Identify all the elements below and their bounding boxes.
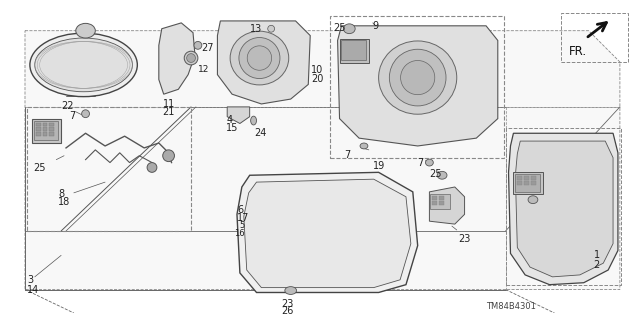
- Text: 9: 9: [372, 21, 379, 31]
- Bar: [49, 127, 54, 131]
- Ellipse shape: [285, 287, 296, 294]
- Text: 25: 25: [429, 169, 442, 179]
- Text: 23: 23: [281, 299, 293, 309]
- Text: FR.: FR.: [569, 45, 588, 58]
- Polygon shape: [244, 179, 411, 288]
- Ellipse shape: [401, 61, 435, 95]
- Text: 24: 24: [255, 128, 267, 138]
- Text: 27: 27: [201, 43, 213, 53]
- Text: 25: 25: [333, 23, 346, 33]
- Text: 8: 8: [58, 189, 65, 199]
- Bar: [49, 122, 54, 126]
- Text: 11: 11: [163, 99, 175, 109]
- Ellipse shape: [76, 23, 95, 38]
- Ellipse shape: [437, 171, 447, 179]
- Bar: [515, 174, 540, 192]
- Text: 18: 18: [58, 197, 70, 207]
- Ellipse shape: [389, 49, 446, 106]
- Bar: [433, 201, 437, 204]
- Ellipse shape: [344, 24, 355, 33]
- Ellipse shape: [379, 41, 457, 114]
- Ellipse shape: [268, 25, 275, 32]
- Bar: [531, 176, 536, 180]
- Text: 15: 15: [226, 123, 239, 133]
- Polygon shape: [237, 172, 418, 293]
- Bar: [43, 132, 47, 136]
- Text: 3: 3: [27, 275, 33, 285]
- Ellipse shape: [360, 143, 368, 149]
- Ellipse shape: [184, 51, 198, 65]
- Bar: [36, 132, 40, 136]
- Bar: [524, 181, 529, 185]
- Ellipse shape: [194, 41, 202, 49]
- Text: 25: 25: [33, 163, 45, 173]
- Text: 21: 21: [163, 107, 175, 117]
- Ellipse shape: [163, 150, 175, 162]
- Text: 23: 23: [459, 234, 471, 244]
- Text: TM84B4301: TM84B4301: [486, 302, 536, 311]
- Bar: [43, 127, 47, 131]
- Bar: [342, 41, 366, 60]
- Ellipse shape: [187, 54, 195, 63]
- Polygon shape: [337, 26, 498, 146]
- Ellipse shape: [247, 46, 271, 70]
- Text: 12: 12: [198, 65, 209, 74]
- Bar: [27, 107, 191, 231]
- Bar: [531, 181, 536, 185]
- Text: 10: 10: [311, 65, 323, 75]
- Bar: [49, 132, 54, 136]
- Text: 7: 7: [69, 111, 76, 121]
- Text: 26: 26: [281, 306, 293, 316]
- Bar: [34, 121, 58, 140]
- Text: 22: 22: [61, 101, 74, 111]
- Bar: [330, 16, 504, 158]
- Bar: [36, 127, 40, 131]
- Bar: [517, 181, 522, 185]
- Polygon shape: [515, 141, 613, 277]
- Bar: [561, 13, 628, 62]
- Bar: [506, 128, 621, 285]
- Ellipse shape: [426, 159, 433, 166]
- Ellipse shape: [239, 38, 280, 78]
- Polygon shape: [159, 23, 195, 94]
- Polygon shape: [429, 187, 465, 224]
- Bar: [36, 122, 40, 126]
- Text: 7: 7: [344, 150, 351, 160]
- Text: 13: 13: [250, 24, 262, 34]
- Polygon shape: [509, 133, 618, 285]
- Bar: [439, 196, 444, 200]
- Polygon shape: [218, 21, 310, 104]
- Text: 20: 20: [311, 74, 324, 84]
- Polygon shape: [25, 31, 620, 290]
- Text: 16: 16: [234, 229, 244, 238]
- Ellipse shape: [528, 196, 538, 204]
- Ellipse shape: [251, 116, 257, 125]
- Text: 1: 1: [593, 250, 600, 261]
- Text: 2: 2: [593, 260, 600, 270]
- Ellipse shape: [230, 31, 289, 85]
- Text: 6: 6: [237, 204, 243, 215]
- Bar: [524, 176, 529, 180]
- Text: 17: 17: [237, 213, 250, 223]
- Text: 5: 5: [239, 221, 244, 230]
- Text: 4: 4: [226, 115, 232, 125]
- Bar: [439, 201, 444, 204]
- Ellipse shape: [30, 33, 138, 97]
- Text: 14: 14: [27, 285, 39, 295]
- Bar: [32, 119, 61, 143]
- Bar: [430, 194, 450, 210]
- Bar: [433, 196, 437, 200]
- Text: 7: 7: [418, 158, 424, 168]
- Ellipse shape: [147, 163, 157, 172]
- Bar: [340, 39, 369, 63]
- Polygon shape: [227, 107, 250, 123]
- Bar: [43, 122, 47, 126]
- Bar: [517, 176, 522, 180]
- Bar: [513, 172, 543, 194]
- Ellipse shape: [82, 110, 90, 118]
- Ellipse shape: [35, 38, 132, 92]
- Text: 19: 19: [372, 160, 385, 171]
